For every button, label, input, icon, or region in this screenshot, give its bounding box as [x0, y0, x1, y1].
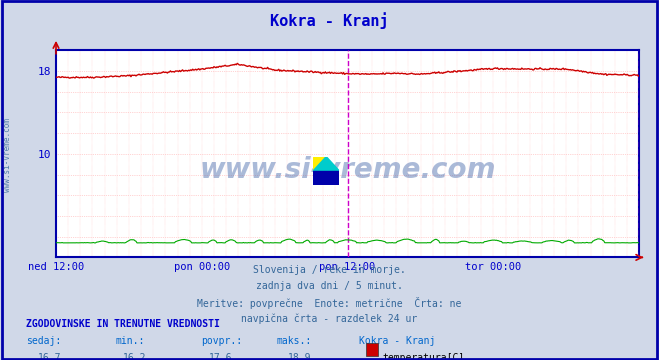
Text: www.si-vreme.com: www.si-vreme.com [3, 118, 13, 192]
Text: maks.:: maks.: [277, 336, 312, 346]
Text: Kokra - Kranj: Kokra - Kranj [359, 336, 436, 346]
Polygon shape [313, 157, 326, 171]
Text: 18,9: 18,9 [288, 353, 312, 360]
Text: Slovenija / reke in morje.: Slovenija / reke in morje. [253, 265, 406, 275]
Text: sedaj:: sedaj: [26, 336, 61, 346]
Text: temperatura[C]: temperatura[C] [383, 353, 465, 360]
Polygon shape [313, 157, 339, 171]
Text: 16,7: 16,7 [38, 353, 61, 360]
Text: min.:: min.: [115, 336, 145, 346]
Text: 16,2: 16,2 [123, 353, 147, 360]
Text: www.si-vreme.com: www.si-vreme.com [200, 157, 496, 184]
Text: 17,6: 17,6 [209, 353, 233, 360]
Text: ZGODOVINSKE IN TRENUTNE VREDNOSTI: ZGODOVINSKE IN TRENUTNE VREDNOSTI [26, 319, 220, 329]
Polygon shape [313, 171, 339, 185]
Text: povpr.:: povpr.: [201, 336, 242, 346]
Text: zadnja dva dni / 5 minut.: zadnja dva dni / 5 minut. [256, 281, 403, 291]
Text: Kokra - Kranj: Kokra - Kranj [270, 13, 389, 30]
Text: navpična črta - razdelek 24 ur: navpična črta - razdelek 24 ur [241, 313, 418, 324]
Text: Meritve: povprečne  Enote: metrične  Črta: ne: Meritve: povprečne Enote: metrične Črta:… [197, 297, 462, 309]
